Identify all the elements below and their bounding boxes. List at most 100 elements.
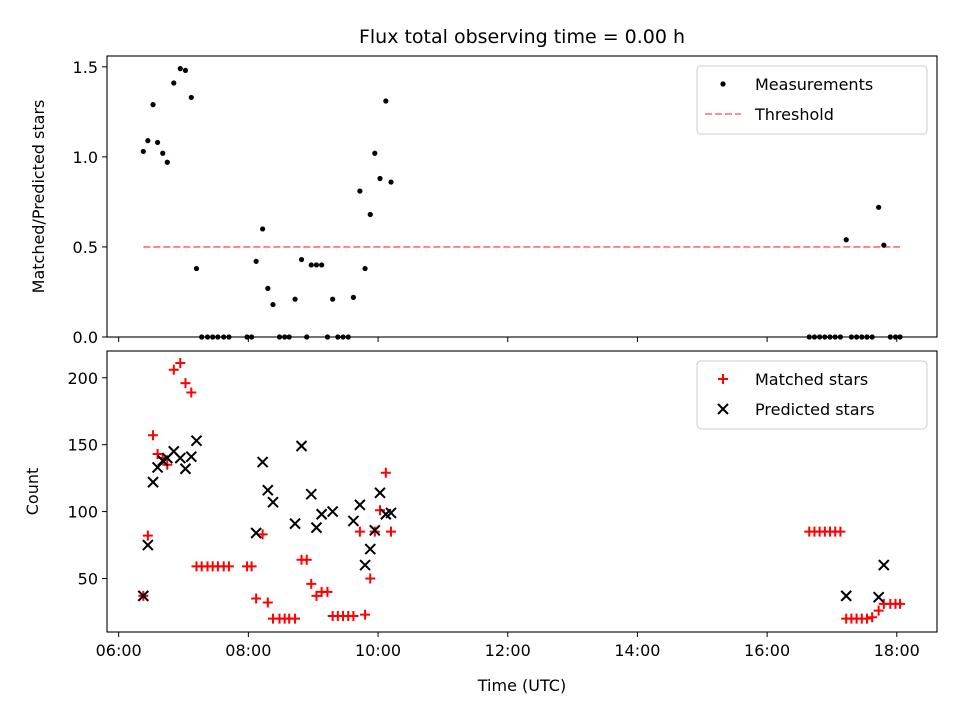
matched-star-point — [175, 358, 186, 369]
x-tick-label: 08:00 — [225, 641, 271, 660]
bottom-y-tick-label: 50 — [78, 569, 98, 588]
predicted-star-point — [137, 590, 150, 602]
matched-star-point — [148, 430, 159, 441]
measurement-point — [357, 188, 363, 194]
matched-star-point — [374, 505, 385, 516]
bottom-y-tick-label: 100 — [67, 503, 98, 522]
matched-star-point — [306, 578, 317, 589]
matched-star-point — [301, 554, 312, 565]
measurement-point — [140, 148, 146, 155]
predicted-star-point — [250, 527, 262, 539]
measurement-point — [177, 66, 183, 72]
predicted-star-point — [315, 508, 328, 520]
measurement-point — [182, 67, 189, 74]
predicted-star-point — [256, 456, 269, 468]
legend-dot-marker — [720, 81, 726, 87]
measurement-point — [260, 226, 266, 232]
matched-star-point — [873, 605, 884, 616]
measurement-point — [188, 94, 194, 101]
predicted-star-point — [151, 461, 164, 474]
measurement-point — [253, 258, 259, 264]
measurement-point — [164, 159, 170, 165]
measurement-point — [372, 150, 378, 156]
measurement-point — [319, 262, 325, 268]
measurement-point — [171, 80, 177, 86]
top-y-axis-label: Matched/Predicted stars — [29, 100, 48, 294]
measurement-point — [154, 139, 161, 146]
x-tick-label: 16:00 — [744, 641, 790, 660]
measurement-point — [150, 102, 156, 108]
measurement-point — [160, 150, 166, 156]
matched-star-point — [861, 613, 872, 624]
predicted-star-point — [364, 543, 376, 555]
predicted-star-point — [347, 515, 360, 527]
matched-star-point — [360, 609, 371, 620]
measurement-point — [876, 204, 882, 210]
chart-title: Flux total observing time = 0.00 h — [359, 26, 685, 48]
matched-star-point — [348, 610, 359, 621]
predicted-star-point — [310, 521, 323, 534]
measurement-point — [145, 138, 151, 144]
x-tick-label: 06:00 — [96, 641, 142, 660]
matched-star-point — [257, 529, 268, 540]
predicted-star-point — [295, 440, 308, 452]
legend-label: Measurements — [755, 75, 873, 94]
predicted-star-point — [185, 451, 198, 463]
measurement-point — [367, 211, 373, 218]
top-legend: Measurements Threshold — [696, 65, 928, 135]
predicted-star-point — [262, 484, 274, 496]
measurement-point — [308, 262, 314, 268]
matched-star-point — [251, 593, 262, 604]
predicted-star-point — [354, 499, 366, 511]
matched-star-point — [354, 526, 365, 537]
measurement-point — [330, 296, 336, 302]
predicted-star-point — [174, 452, 186, 464]
top-panel: 0.0 0.5 1.0 1.5 Matched/Predicted stars Measu… — [29, 55, 938, 347]
top-y-tick-label: 0.5 — [73, 238, 98, 257]
bottom-legend: Matched stars Predicted stars — [696, 360, 928, 430]
predicted-star-point — [179, 463, 192, 475]
measurement-point — [881, 242, 887, 248]
measurement-point — [362, 265, 368, 272]
predicted-star-point — [147, 476, 159, 488]
legend-x-marker — [717, 403, 729, 415]
predicted-star-point — [878, 559, 890, 571]
measurement-point — [265, 285, 271, 291]
predicted-star-point — [190, 434, 203, 447]
matched-star-point — [168, 364, 179, 375]
predicted-star-point — [142, 539, 154, 551]
matched-star-point — [246, 561, 257, 572]
predicted-star-point — [385, 507, 397, 519]
top-y-tick-label: 0.0 — [73, 328, 98, 347]
measurement-point — [843, 237, 849, 243]
x-tick-label: 14:00 — [614, 641, 660, 660]
measurement-point — [313, 262, 320, 268]
matched-star-point — [290, 613, 301, 624]
matched-star-point — [180, 378, 191, 389]
measurement-point — [292, 296, 298, 302]
x-tick-label: 12:00 — [485, 641, 531, 660]
top-y-tick-label: 1.0 — [73, 148, 98, 167]
matched-star-point — [142, 530, 153, 541]
matched-star-point — [365, 573, 376, 584]
bottom-y-tick-label: 150 — [67, 436, 98, 455]
x-axis-label: Time (UTC) — [477, 676, 566, 695]
predicted-star-point — [369, 524, 381, 537]
matched-star-point — [322, 586, 333, 597]
matched-star-point — [186, 387, 197, 398]
bottom-y-tick-label: 200 — [67, 369, 98, 388]
measurement-point — [270, 301, 276, 308]
matched-star-point — [380, 467, 391, 478]
bottom-panel: 06:00 08:00 10:00 12:00 14:00 16:00 18:00 50 100… — [23, 350, 938, 660]
matched-star-point — [223, 561, 234, 572]
predicted-star-point — [840, 590, 852, 602]
measurement-point — [193, 265, 200, 272]
legend-box — [696, 65, 928, 135]
measurement-point — [298, 256, 305, 263]
predicted-star-point — [267, 496, 279, 508]
x-tick-label: 18:00 — [874, 641, 920, 660]
matched-star-point — [867, 612, 878, 623]
top-axes-frame — [106, 55, 938, 338]
matched-star-point — [835, 526, 846, 537]
